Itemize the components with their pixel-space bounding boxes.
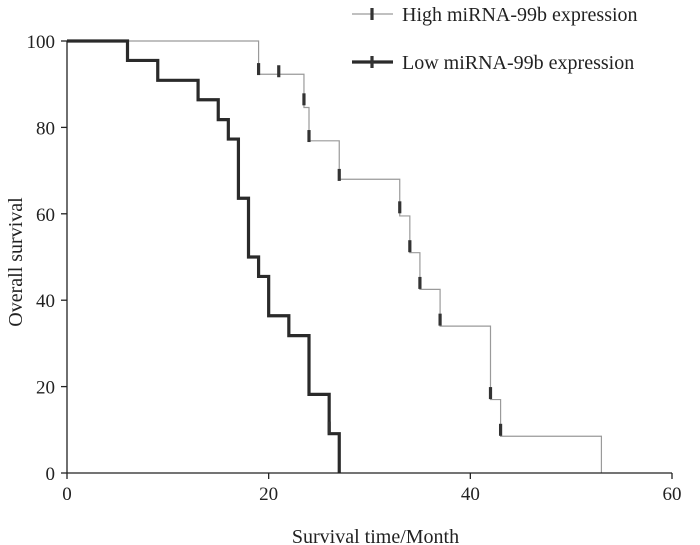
series-line-low (67, 39, 341, 473)
y-ticks: 0 20 40 60 80 100 (27, 32, 67, 485)
y-tick-label: 80 (36, 118, 55, 139)
axes: 0 20 40 60 0 20 40 60 80 100 (27, 32, 682, 505)
legend-label-high: High miRNA-99b expression (402, 4, 638, 26)
x-tick-label: 40 (461, 484, 480, 505)
y-tick-label: 60 (36, 205, 55, 226)
y-tick-label: 0 (46, 464, 56, 485)
y-axis-title: Overall survival (5, 197, 27, 327)
legend-label-low: Low miRNA-99b expression (402, 52, 634, 74)
legend-item-high: High miRNA-99b expression (352, 4, 638, 26)
legend: High miRNA-99b expression Low miRNA-99b … (352, 4, 638, 74)
y-tick-label: 40 (36, 291, 55, 312)
series-line-high (67, 40, 603, 473)
legend-item-low: Low miRNA-99b expression (352, 52, 634, 74)
x-tick-label: 0 (62, 484, 72, 505)
x-ticks: 0 20 40 60 (62, 473, 682, 505)
x-tick-label: 60 (663, 484, 682, 505)
x-axis-title: Survival time/Month (292, 526, 459, 545)
x-tick-label: 20 (259, 484, 278, 505)
y-tick-label: 20 (36, 378, 55, 399)
y-tick-label: 100 (27, 32, 56, 53)
plot-series (67, 39, 603, 473)
